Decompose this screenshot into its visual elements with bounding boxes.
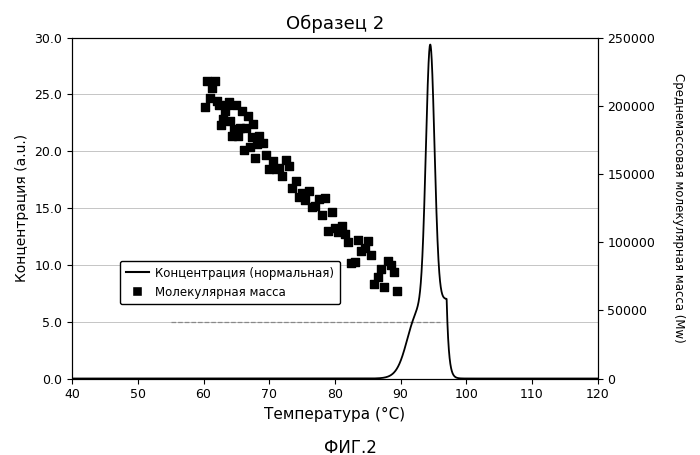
- Point: [270, 165, 281, 172]
- Point: [240, 125, 251, 132]
- Point: [369, 281, 380, 288]
- Point: [201, 77, 212, 84]
- Point: [234, 125, 245, 132]
- Point: [359, 244, 370, 252]
- Point: [284, 163, 295, 170]
- Point: [214, 101, 225, 109]
- Point: [349, 258, 360, 266]
- Point: [257, 140, 268, 147]
- Point: [252, 140, 263, 147]
- Point: [254, 133, 265, 140]
- Point: [319, 195, 330, 202]
- Point: [352, 237, 363, 244]
- Point: [199, 104, 211, 111]
- Point: [372, 273, 383, 281]
- Point: [219, 107, 230, 114]
- Point: [211, 98, 223, 105]
- X-axis label: Температура (°C): Температура (°C): [265, 407, 405, 422]
- Point: [362, 237, 373, 244]
- Point: [216, 121, 227, 128]
- Point: [236, 107, 247, 114]
- Point: [365, 252, 377, 259]
- Point: [280, 157, 291, 164]
- Point: [230, 102, 241, 109]
- Point: [323, 228, 334, 235]
- Point: [336, 223, 347, 230]
- Point: [224, 117, 235, 125]
- Point: [244, 144, 255, 151]
- Point: [346, 259, 357, 266]
- Legend: Концентрация (нормальная), Молекулярная масса: Концентрация (нормальная), Молекулярная …: [120, 261, 340, 304]
- Point: [248, 120, 259, 127]
- Point: [250, 154, 261, 161]
- Title: Образец 2: Образец 2: [286, 15, 384, 33]
- Point: [332, 228, 344, 235]
- Point: [232, 132, 244, 140]
- Point: [385, 261, 396, 268]
- Point: [290, 177, 301, 185]
- Point: [293, 193, 304, 200]
- Point: [260, 151, 272, 158]
- Point: [375, 265, 386, 273]
- Point: [300, 197, 311, 204]
- Y-axis label: Концентрация (a.u.): Концентрация (a.u.): [15, 134, 29, 282]
- Point: [379, 283, 390, 291]
- Point: [356, 248, 367, 255]
- Point: [382, 257, 393, 264]
- Point: [307, 203, 318, 210]
- Y-axis label: Среднемассовая молекулярная масса (Mw): Среднемассовая молекулярная масса (Mw): [672, 73, 685, 343]
- Point: [242, 112, 253, 120]
- Point: [329, 225, 340, 232]
- Point: [309, 202, 321, 210]
- Point: [326, 208, 337, 216]
- Point: [276, 172, 288, 180]
- Point: [267, 157, 278, 164]
- Point: [274, 164, 285, 172]
- Point: [264, 165, 275, 172]
- Point: [238, 146, 249, 153]
- Point: [313, 196, 324, 203]
- Point: [204, 95, 216, 102]
- Point: [342, 238, 354, 246]
- Point: [389, 268, 400, 276]
- Point: [303, 188, 314, 195]
- Point: [246, 133, 257, 140]
- Point: [226, 132, 237, 139]
- Point: [228, 125, 239, 132]
- Point: [210, 78, 221, 85]
- Point: [340, 231, 351, 238]
- Point: [286, 185, 297, 192]
- Point: [297, 189, 308, 197]
- Point: [218, 115, 229, 122]
- Text: ФИГ.2: ФИГ.2: [323, 439, 377, 455]
- Point: [221, 101, 232, 109]
- Point: [223, 99, 234, 106]
- Point: [206, 85, 218, 92]
- Point: [392, 288, 403, 295]
- Point: [316, 212, 328, 219]
